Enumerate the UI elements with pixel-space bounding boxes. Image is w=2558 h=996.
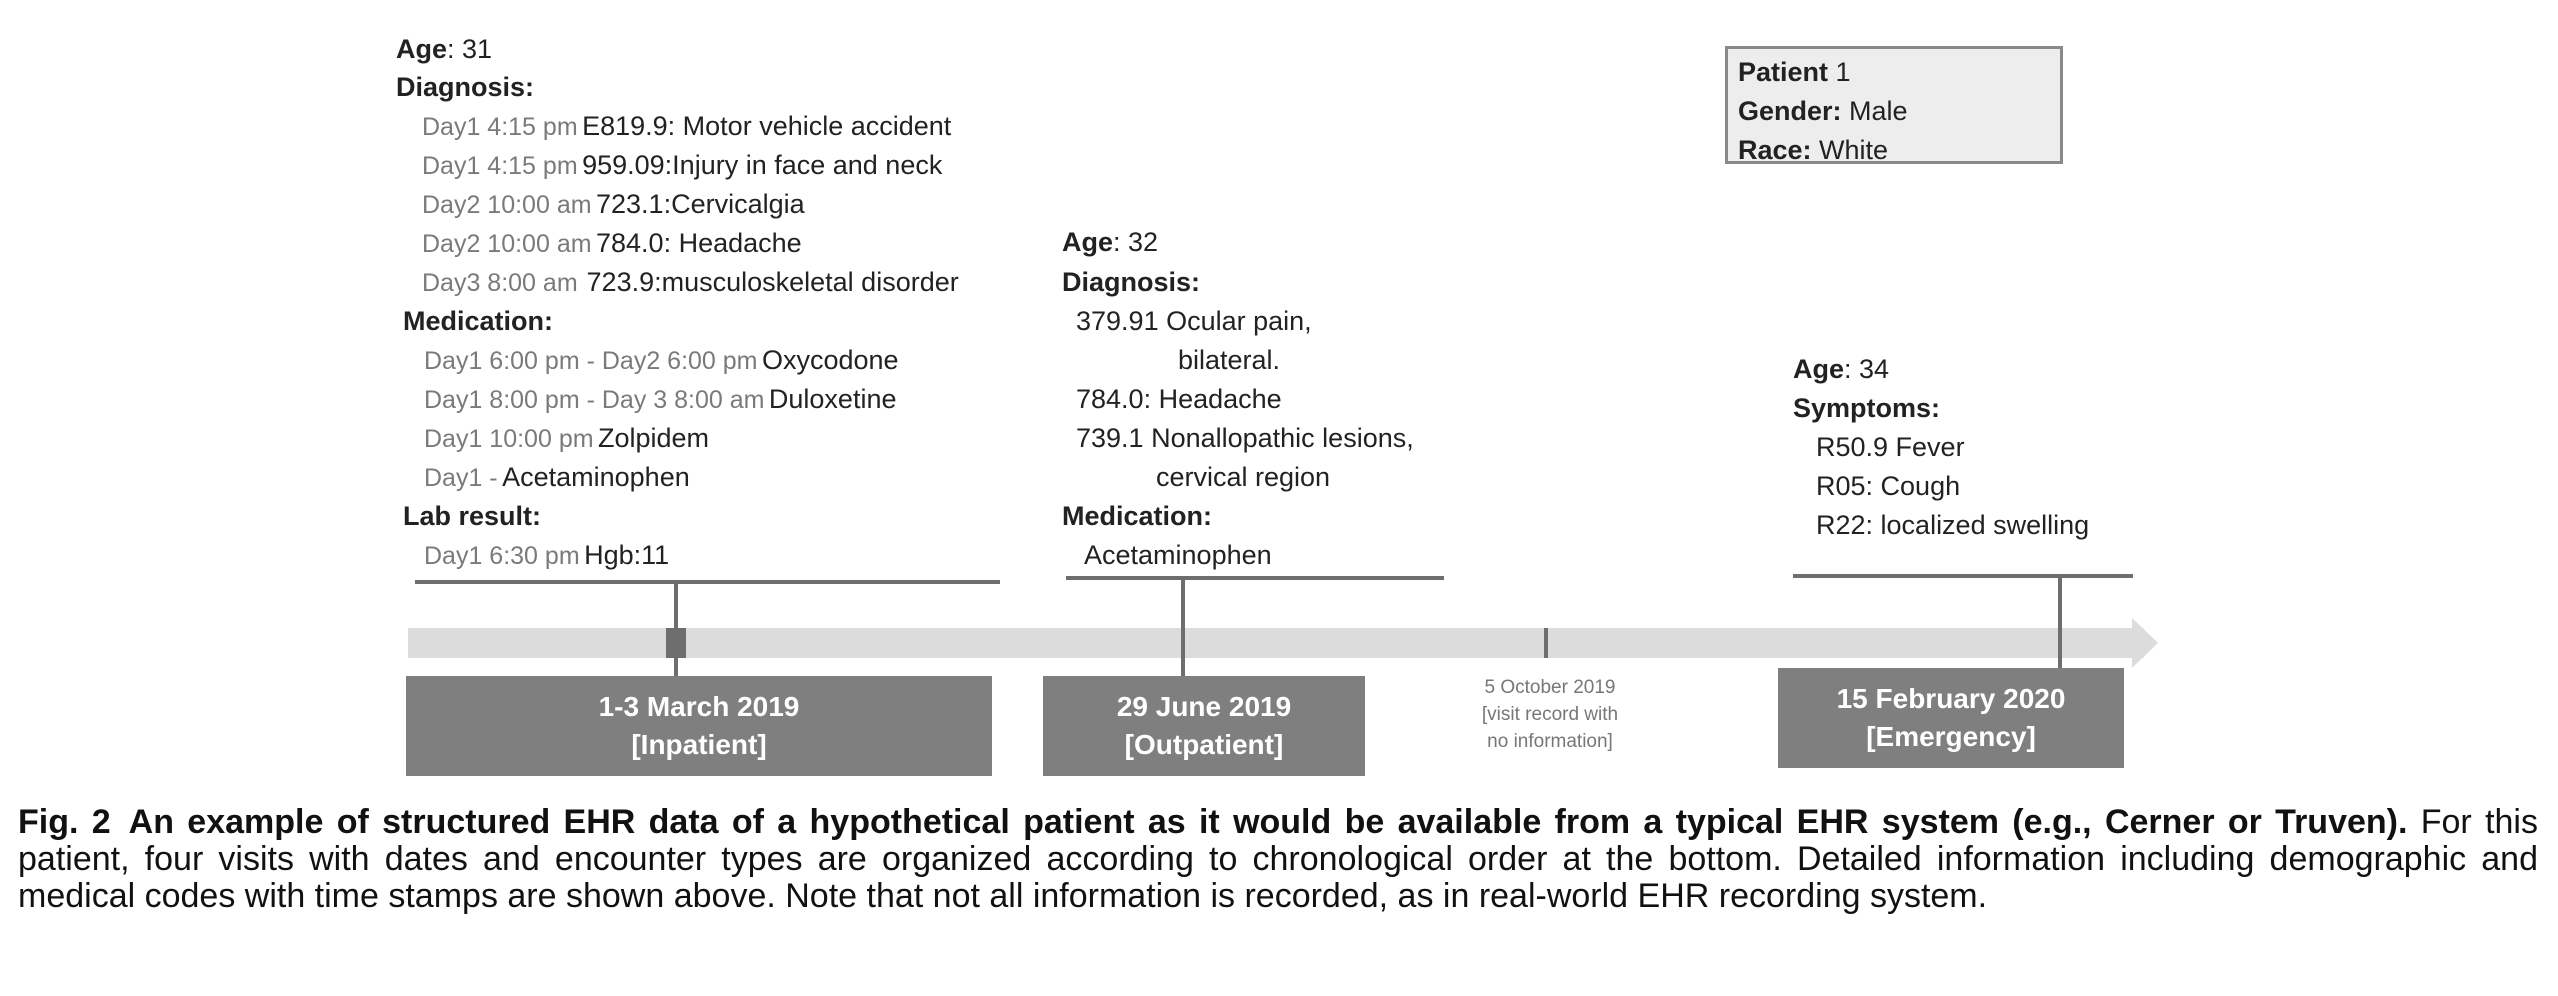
visit3-note: 5 October 2019 [visit record with no inf… [1440,674,1660,755]
visit1-medication-item: Day1 8:00 pm - Day 3 8:00 am Duloxetine [424,384,897,414]
figure-label: Fig. 2 [18,803,111,841]
visit1-diagnosis-label: Diagnosis: [396,72,535,102]
visit1-diagnosis-item: Day2 10:00 am 784.0: Headache [422,228,802,258]
visit2-box: 29 June 2019 [Outpatient] [1043,676,1365,776]
visit2-age: Age: 32 [1062,227,1159,257]
visit1-medication-item: Day1 6:00 pm - Day2 6:00 pm Oxycodone [424,345,899,375]
visit2-medication-label: Medication: [1062,501,1213,531]
visit2-diagnosis-label: Diagnosis: [1062,267,1201,297]
visit1-lab-item: Day1 6:30 pm Hgb:11 [424,540,670,570]
visit1-box: 1-3 March 2019 [Inpatient] [406,676,992,776]
visit4-date: 15 February 2020 [1836,683,2066,714]
visit1-medication-label: Medication: [403,306,554,336]
caption-title: An example of structured EHR data of a h… [128,803,2408,841]
patient-race: Race: White [1738,135,1889,165]
visit1-marker [666,628,686,658]
visit1-medication-item: Day1 - Acetaminophen [424,462,690,492]
visit2-connector [1181,576,1185,676]
visit3-note-line2: no information] [1487,731,1613,752]
visit2-medication-item: Acetaminophen [1084,540,1272,570]
visit1-lab-label: Lab result: [403,501,542,531]
patient-gender: Gender: Male [1738,96,1908,126]
visit1-age: Age: 31 [396,34,493,64]
figure-caption: Fig. 2 An example of structured EHR data … [18,804,2538,915]
visit4-age: Age: 34 [1793,354,1890,384]
visit3-note-line1: [visit record with [1481,704,1619,725]
visit4-connector [2058,574,2062,672]
visit4-symptom-item: R05: Cough [1816,471,1961,501]
visit4-underline [1793,574,2133,578]
patient-info-box: Patient 1 Gender: Male Race: White [1725,46,2063,165]
visit4-box: 15 February 2020 [Emergency] [1778,668,2124,768]
visit2-date: 29 June 2019 [1116,691,1292,722]
patient-id: Patient 1 [1738,57,1851,87]
visit1-diagnosis-item: Day3 8:00 am 723.9:musculoskeletal disor… [422,267,959,297]
visit2-type: [Outpatient] [1124,729,1284,760]
visit1-date: 1-3 March 2019 [598,691,800,722]
visit4-symptoms-label: Symptoms: [1793,393,1941,423]
visit2-diagnosis-item: 379.91 Ocular pain, [1076,306,1312,336]
visit2-underline [1066,576,1444,580]
caption-body: For this patient, four visits with dates… [18,803,2538,915]
visit1-underline [415,580,1000,584]
visit4-type: [Emergency] [1866,721,2036,752]
visit1-diagnosis-item: Day1 4:15 pm 959.09:Injury in face and n… [422,150,943,180]
visit2-diagnosis-item: bilateral. [1178,345,1281,375]
visit2-diagnosis-item: cervical region [1156,462,1331,492]
visit1-type: [Inpatient] [631,729,767,760]
visit2-diagnosis-item: 739.1 Nonallopathic lesions, [1076,423,1414,453]
visit2-diagnosis-item: 784.0: Headache [1076,384,1282,414]
visit4-symptom-item: R50.9 Fever [1816,432,1965,462]
visit3-marker [1544,628,1548,658]
visit1-medication-item: Day1 10:00 pm Zolpidem [424,423,710,453]
visit1-diagnosis-item: Day2 10:00 am 723.1:Cervicalgia [422,189,805,219]
visit1-diagnosis-item: Day1 4:15 pm E819.9: Motor vehicle accid… [422,111,952,141]
visit3-date: 5 October 2019 [1484,677,1616,698]
visit4-symptom-item: R22: localized swelling [1816,510,2090,540]
